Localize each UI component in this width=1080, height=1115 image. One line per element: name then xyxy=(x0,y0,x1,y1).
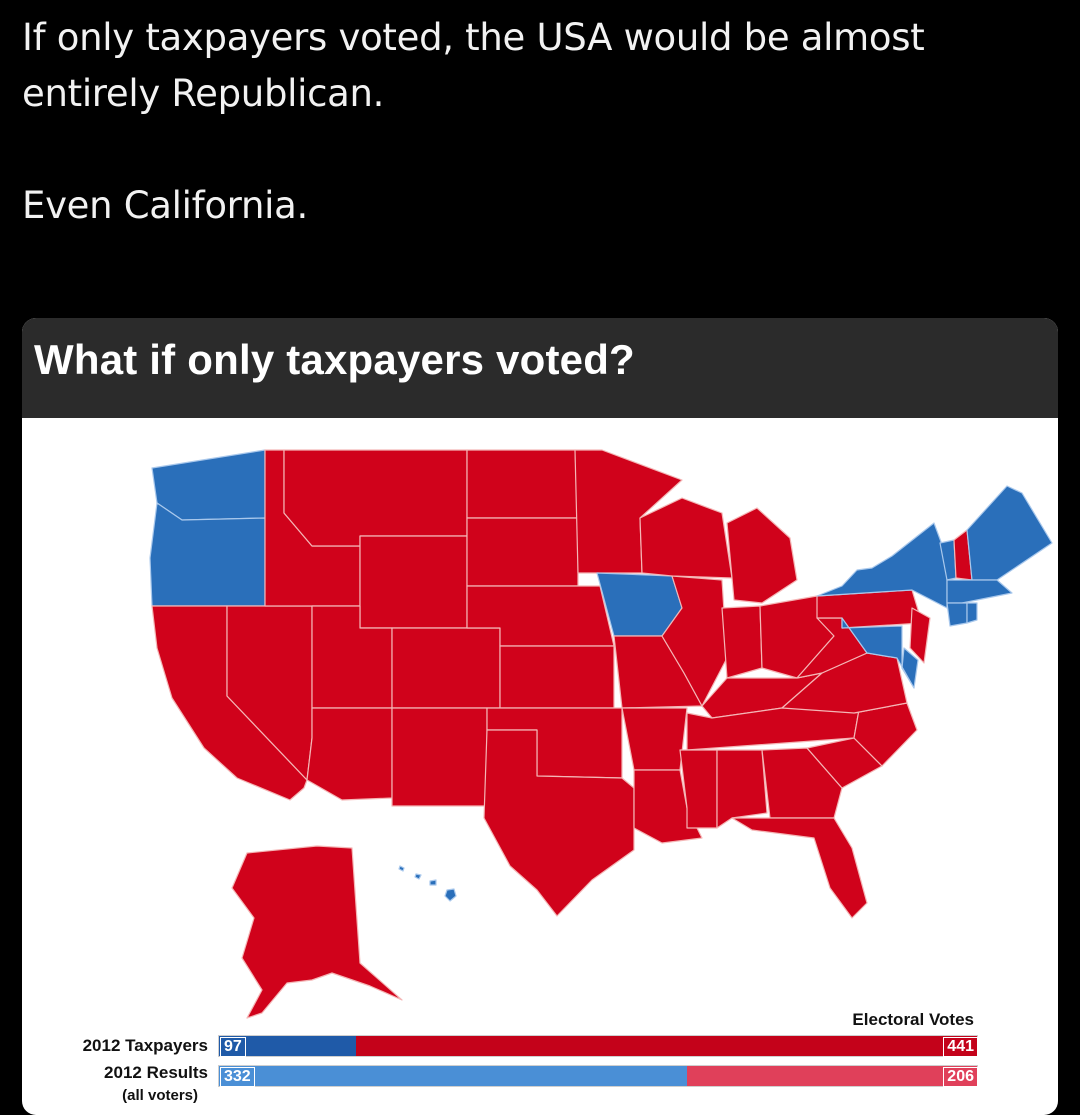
state-florida xyxy=(731,817,868,919)
state-maryland xyxy=(841,617,915,689)
state-north-dakota xyxy=(466,449,579,519)
state-arizona xyxy=(306,707,393,801)
infographic-title: What if only taxpayers voted? xyxy=(34,336,635,383)
state-hawaii xyxy=(444,888,457,902)
legend-row-2-rep-segment xyxy=(686,1066,977,1086)
state-indiana xyxy=(721,605,763,679)
legend-row-1-label: 2012 Taxpayers xyxy=(82,1036,208,1055)
legend-row-2-label: 2012 Results xyxy=(104,1063,208,1082)
legend-header: Electoral Votes xyxy=(852,1010,974,1029)
state-montana xyxy=(283,449,468,547)
legend-row-2-dem-value: 332 xyxy=(220,1067,255,1087)
state-south-dakota xyxy=(466,517,579,587)
state-mississippi xyxy=(679,749,718,829)
state-texas xyxy=(483,729,635,917)
state-maine xyxy=(966,485,1053,581)
state-washington xyxy=(151,449,266,521)
state-hawaii xyxy=(414,873,422,880)
state-rhode-island xyxy=(966,602,978,624)
legend-row-2-rep-value: 206 xyxy=(943,1067,978,1087)
state-arkansas xyxy=(621,707,688,771)
legend-row-1-rep-segment xyxy=(355,1036,977,1056)
legend-row-2-dem-segment xyxy=(219,1066,687,1086)
post-line-3: Even California. xyxy=(22,184,308,227)
state-massachusetts xyxy=(946,579,1013,604)
state-michigan xyxy=(726,507,798,604)
legend-row-1-rep-value: 441 xyxy=(943,1037,978,1057)
us-map xyxy=(149,449,1053,1019)
state-kansas xyxy=(499,645,615,709)
legend-row-2-bar xyxy=(218,1065,978,1087)
state-wyoming xyxy=(359,535,468,629)
state-new-york xyxy=(816,522,948,609)
state-alabama xyxy=(716,749,768,829)
state-colorado xyxy=(391,627,501,709)
state-alaska xyxy=(231,845,403,1019)
infographic-card[interactable]: What if only taxpayers voted? Electoral … xyxy=(22,318,1058,1115)
state-new-mexico xyxy=(391,707,488,807)
state-new-jersey xyxy=(909,607,931,664)
state-hawaii xyxy=(429,879,437,886)
state-illinois xyxy=(661,575,728,707)
legend-row-1-dem-segment xyxy=(219,1036,356,1056)
legend-row-1-bar xyxy=(218,1035,978,1057)
post-line-1: If only taxpayers voted, the USA would b… xyxy=(22,16,925,59)
state-louisiana xyxy=(633,769,703,844)
legend-row-1-dem-value: 97 xyxy=(220,1037,246,1057)
state-hawaii xyxy=(398,865,405,872)
post-line-2: entirely Republican. xyxy=(22,72,385,115)
state-wisconsin xyxy=(639,497,733,579)
post-text: If only taxpayers voted, the USA would b… xyxy=(22,10,1062,234)
state-connecticut xyxy=(946,602,968,627)
infographic-header: What if only taxpayers voted? xyxy=(22,318,1058,418)
legend-row-2-sublabel: (all voters) xyxy=(122,1087,198,1104)
